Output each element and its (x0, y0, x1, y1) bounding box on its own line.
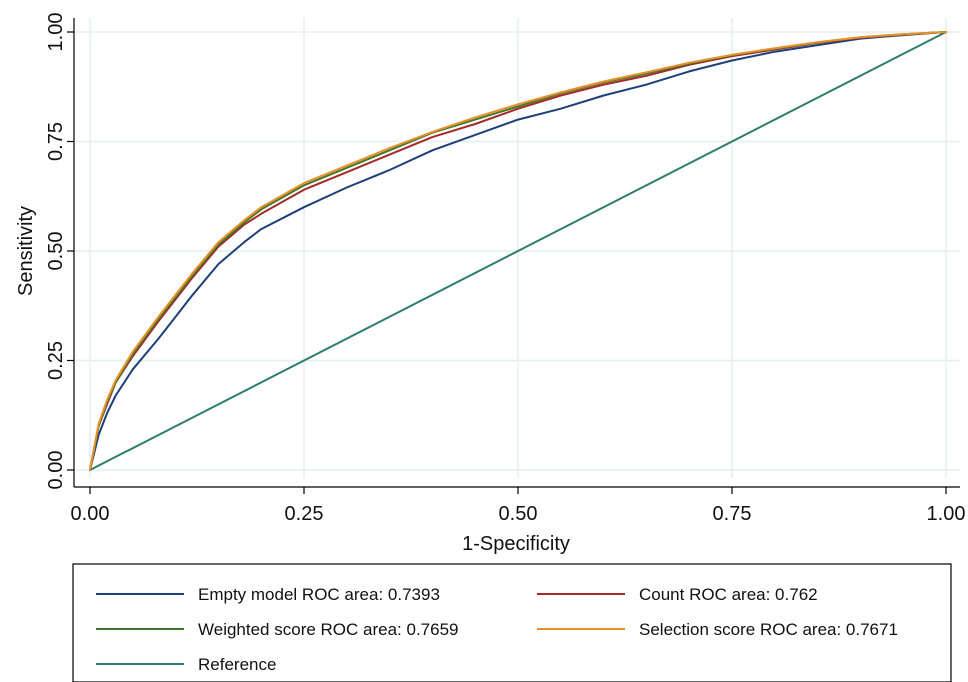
y-tick-label: 0.75 (45, 122, 67, 161)
x-axis-title: 1-Specificity (462, 533, 570, 555)
axes (67, 18, 960, 494)
y-tick-label: 0.00 (45, 451, 67, 490)
y-tick-label: 0.50 (45, 232, 67, 271)
legend-label: Selection score ROC area: 0.7671 (639, 620, 898, 639)
y-axis-title: Sensitivity (15, 206, 37, 296)
x-tick-label: 0.25 (285, 503, 324, 525)
series-line-5 (89, 31, 947, 471)
legend-label: Count ROC area: 0.762 (639, 585, 818, 604)
x-tick-label: 0.50 (499, 503, 538, 525)
y-tick-label: 1.00 (45, 13, 67, 52)
legend-label: Empty model ROC area: 0.7393 (198, 585, 440, 604)
legend-box (72, 563, 952, 682)
series-line-4 (89, 31, 947, 471)
x-tick-label: 0.00 (71, 503, 110, 525)
legend: Empty model ROC area: 0.7393 Count ROC ar… (72, 563, 952, 682)
y-tick-label: 0.25 (45, 341, 67, 380)
tick-labels: 0.00 0.25 0.50 0.75 1.00 0.00 0.25 0.50 0.75 1.00 (45, 13, 965, 525)
legend-label: Reference (198, 655, 276, 674)
grid-lines (74, 18, 960, 478)
legend-label: Weighted score ROC area: 0.7659 (198, 620, 459, 639)
series-line-1 (89, 31, 947, 471)
reference-layer (89, 31, 947, 471)
series-layer (89, 31, 947, 471)
x-tick-label: 0.75 (713, 503, 752, 525)
x-tick-label: 1.00 (927, 503, 966, 525)
